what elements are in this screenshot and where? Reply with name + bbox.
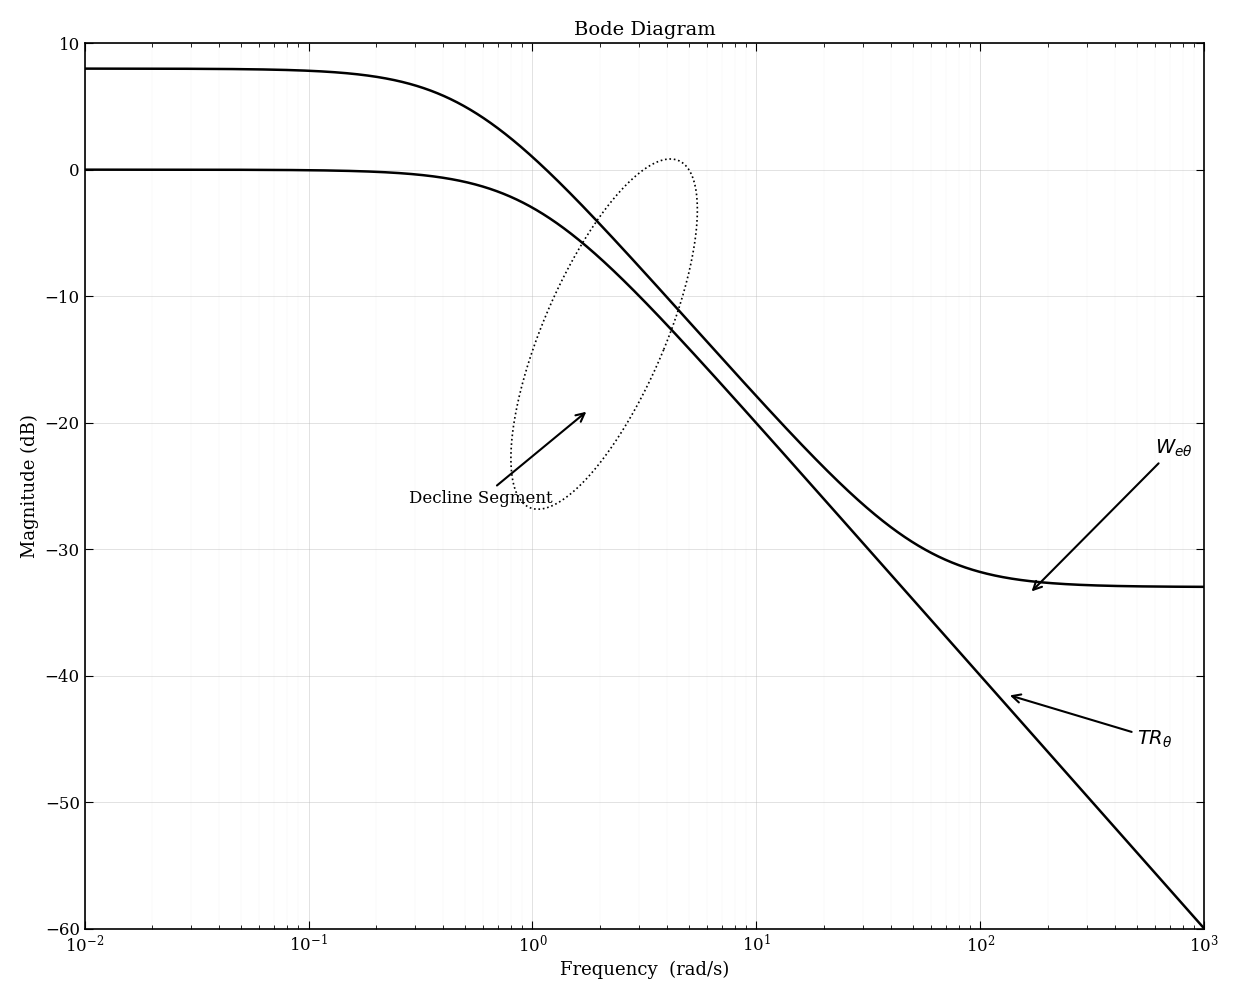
Text: $W_{e\theta}$: $W_{e\theta}$ bbox=[1033, 437, 1193, 590]
X-axis label: Frequency  (rad/s): Frequency (rad/s) bbox=[559, 961, 729, 979]
Title: Bode Diagram: Bode Diagram bbox=[574, 21, 715, 39]
Y-axis label: Magnitude (dB): Magnitude (dB) bbox=[21, 414, 40, 558]
Text: Decline Segment: Decline Segment bbox=[409, 413, 584, 507]
Text: $TR_{\theta}$: $TR_{\theta}$ bbox=[1012, 694, 1173, 750]
